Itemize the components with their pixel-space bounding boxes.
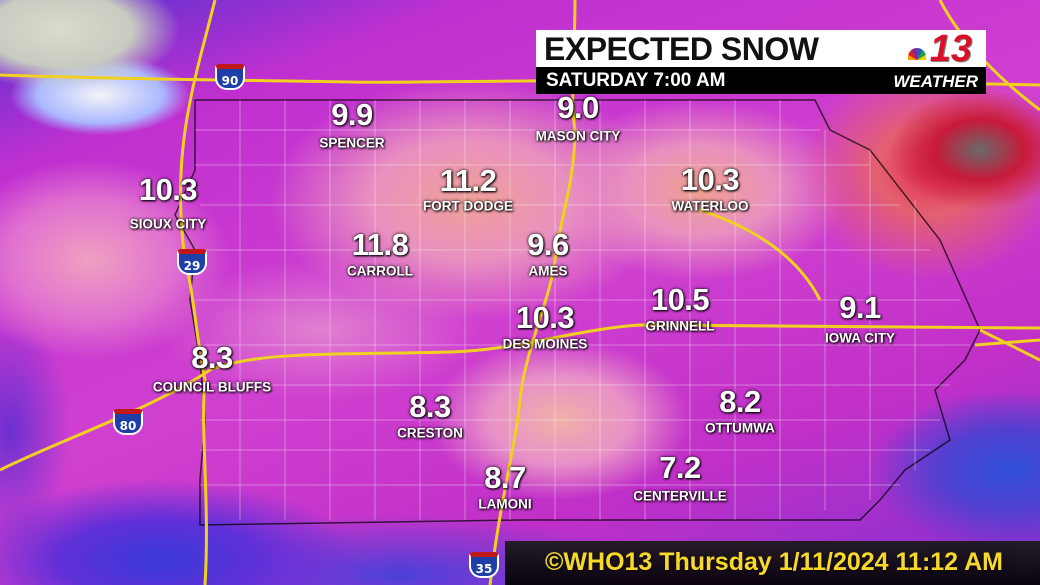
county-borders [174,99,981,526]
city-value: 9.1 [839,290,881,325]
city-value: 10.5 [650,282,710,317]
city-label: WATERLOO [671,198,749,214]
city-label: COUNCIL BLUFFS [152,379,272,395]
subtitle-bar: SATURDAY 7:00 AM [536,67,986,94]
page-title: EXPECTED SNOW [544,31,819,67]
logo-word: WEATHER [893,72,978,91]
city-label: FORT DODGE [423,198,513,214]
city-value: 8.7 [484,460,526,495]
city-value: 11.8 [351,227,409,262]
city-label: CENTERVILLE [633,488,727,504]
city-value: 8.3 [191,340,233,375]
title-banner: EXPECTED SNOW SATURDAY 7:00 AM 13 WEATHE… [536,28,986,94]
city-value: 9.9 [331,97,373,132]
city-value: 9.0 [557,90,599,125]
valid-time: SATURDAY 7:00 AM [546,70,726,91]
interstate-90-shield: 90 [215,64,245,90]
city-label: LAMONI [478,496,532,512]
city-value: 8.3 [409,389,451,424]
city-label: MASON CITY [535,128,621,144]
city-value: 9.6 [527,227,569,262]
city-label: GRINNELL [645,318,715,334]
city-label: CRESTON [397,425,463,441]
footer-bar: ©WHO13 Thursday 1/11/2024 11:12 AM [505,541,1040,585]
nbc-peacock-icon [908,48,926,60]
city-value: 10.3 [515,300,575,335]
interstate-29-shield: 29 [177,249,207,275]
timestamp: ©WHO13 Thursday 1/11/2024 11:12 AM [545,548,1003,576]
interstate-80-shield: 80 [113,409,143,435]
city-label: SIOUX CITY [129,216,207,232]
logo-number: 13 [929,28,972,70]
city-label: SPENCER [319,135,385,151]
city-value: 11.2 [439,163,497,198]
city-label: IOWA CITY [825,330,895,346]
interstate-35-shield: 35 [469,552,499,578]
city-value: 8.2 [719,384,761,419]
station-logo: 13 WEATHER [893,28,980,94]
city-label: DES MOINES [502,336,588,352]
city-label: CARROLL [347,263,413,279]
city-value: 10.3 [680,162,740,197]
city-label: AMES [528,263,568,279]
city-value: 10.3 [138,172,198,207]
title-bar: EXPECTED SNOW [536,30,986,67]
city-label: OTTUMWA [705,420,775,436]
city-value: 7.2 [659,450,701,485]
